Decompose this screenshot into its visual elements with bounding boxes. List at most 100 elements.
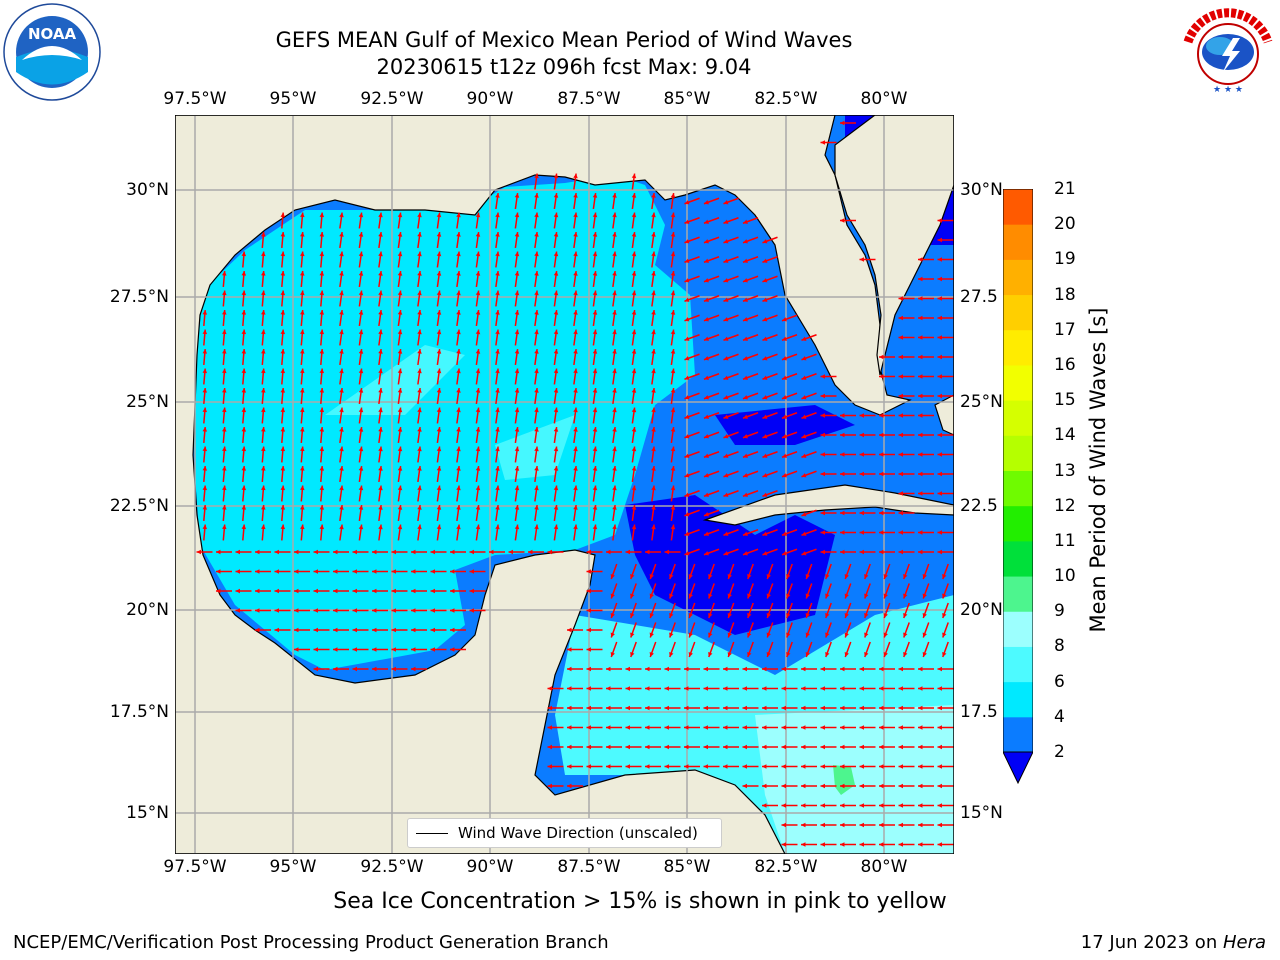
wave-direction-arrowhead <box>723 531 729 536</box>
wave-direction-arrowhead <box>898 783 903 789</box>
wave-direction-arrowhead <box>651 446 656 452</box>
wave-direction-arrowhead <box>534 407 539 413</box>
wave-direction-arrowhead <box>840 764 845 769</box>
wave-direction-arrowhead <box>727 593 732 599</box>
wave-direction-arrowhead <box>514 251 520 257</box>
wave-direction-arrowhead <box>612 329 617 335</box>
wave-direction-arrowhead <box>898 705 903 711</box>
wave-direction-arrowhead <box>631 212 637 218</box>
wave-direction-arrowhead <box>684 531 690 536</box>
wave-direction-arrowhead <box>573 349 578 354</box>
wave-direction-arrowhead <box>475 271 481 276</box>
wave-direction-arrowhead <box>339 251 344 257</box>
wave-direction-arrowhead <box>937 803 942 808</box>
wave-direction-arrowhead <box>610 652 615 658</box>
wave-direction-arrowhead <box>937 530 942 535</box>
wave-direction-arrowhead <box>630 593 635 599</box>
wave-direction-arrowhead <box>358 212 364 218</box>
wave-direction-arrowhead <box>820 140 825 145</box>
lat-tick-left: 17.5°N <box>109 702 169 722</box>
wave-direction-arrowhead <box>319 271 325 276</box>
wave-direction-arrowhead <box>202 329 208 335</box>
wave-direction-arrowhead <box>883 632 888 638</box>
wave-direction-arrowhead <box>319 368 325 374</box>
wave-direction-arrowhead <box>378 251 383 257</box>
wave-direction-arrowhead <box>781 551 787 556</box>
wave-direction-arrowhead <box>859 432 864 438</box>
wave-direction-arrowhead <box>534 271 539 276</box>
wave-direction-arrowhead <box>859 413 864 418</box>
wave-direction-arrowhead <box>723 764 728 769</box>
wave-direction-arrowhead <box>475 446 481 452</box>
gulf-6s-region <box>193 175 695 670</box>
wave-direction-arrowhead <box>261 271 266 276</box>
wave-direction-arrowhead <box>762 473 768 478</box>
wave-direction-arrowhead <box>898 432 903 438</box>
wave-direction-arrowhead <box>391 608 396 613</box>
wave-direction-arrowhead <box>879 549 884 555</box>
wave-direction-arrowhead <box>703 414 709 419</box>
wave-direction-arrowhead <box>879 842 884 847</box>
wave-direction-arrowhead <box>742 434 748 439</box>
wave-direction-arrowhead <box>592 232 598 237</box>
wave-direction-arrowhead <box>547 725 552 730</box>
wave-direction-arrowhead <box>378 290 383 296</box>
wave-direction-arrowhead <box>684 705 689 711</box>
wave-direction-arrowhead <box>235 569 240 574</box>
wave-direction-arrowhead <box>456 427 461 432</box>
wave-direction-arrowhead <box>586 647 591 652</box>
wave-direction-arrowhead <box>703 200 709 205</box>
wave-direction-arrowhead <box>300 466 305 471</box>
wave-direction-arrowhead <box>372 608 377 613</box>
wave-direction-arrowhead <box>573 505 578 510</box>
wave-direction-arrowhead <box>703 453 709 458</box>
wave-direction-arrowhead <box>801 783 806 789</box>
wave-direction-arrowhead <box>762 725 767 730</box>
wave-direction-arrowhead <box>612 524 617 530</box>
wave-direction-arrowhead <box>397 427 403 432</box>
wave-direction-arrowhead <box>495 349 500 354</box>
wave-direction-arrowhead <box>592 505 598 510</box>
wave-direction-arrowhead <box>586 744 591 750</box>
wave-direction-arrowhead <box>684 512 690 517</box>
wave-direction-arrowhead <box>300 368 305 374</box>
wave-direction-arrowhead <box>241 329 247 335</box>
wave-direction-arrowhead <box>727 652 732 658</box>
wave-direction-arrowhead <box>937 335 942 340</box>
wave-direction-arrowhead <box>397 407 403 413</box>
wave-direction-arrowhead <box>606 744 611 750</box>
lat-tick-left: 25°N <box>126 392 169 412</box>
wave-direction-arrowhead <box>436 290 442 296</box>
wave-direction-arrowhead <box>372 627 377 633</box>
wave-direction-arrowhead <box>820 842 825 847</box>
wave-direction-arrowhead <box>592 446 598 452</box>
wave-direction-arrowhead <box>723 434 729 439</box>
wave-direction-arrowhead <box>801 686 806 691</box>
colorbar-segment <box>1003 681 1033 718</box>
wave-direction-arrowhead <box>708 652 713 658</box>
wave-direction-arrowhead <box>820 822 825 828</box>
lat-tick-left: 27.5°N <box>109 287 169 307</box>
wave-direction-arrowhead <box>781 414 787 419</box>
wave-direction-arrowhead <box>645 764 650 769</box>
wave-direction-arrowhead <box>742 297 748 302</box>
wave-direction-arrowhead <box>645 549 650 555</box>
wave-direction-arrowhead <box>918 471 923 477</box>
wave-direction-arrowhead <box>592 524 598 530</box>
wave-direction-arrowhead <box>553 368 559 374</box>
wave-direction-arrowhead <box>922 593 927 599</box>
wave-direction-arrowhead <box>333 647 338 652</box>
noaa-logo: NOAA <box>2 2 102 102</box>
wave-direction-arrowhead <box>670 232 676 237</box>
wave-direction-arrowhead <box>573 310 578 315</box>
wave-direction-arrowhead <box>801 395 807 400</box>
wave-direction-arrowhead <box>495 524 500 530</box>
wave-direction-arrowhead <box>339 446 344 452</box>
wave-direction-arrowhead <box>475 505 481 510</box>
wave-direction-arrowhead <box>606 686 611 691</box>
wave-direction-arrowhead <box>606 549 611 555</box>
wave-direction-arrowhead <box>411 588 416 594</box>
wave-direction-arrowhead <box>202 485 208 491</box>
wave-direction-arrowhead <box>280 368 286 374</box>
wave-direction-arrowhead <box>456 251 461 257</box>
